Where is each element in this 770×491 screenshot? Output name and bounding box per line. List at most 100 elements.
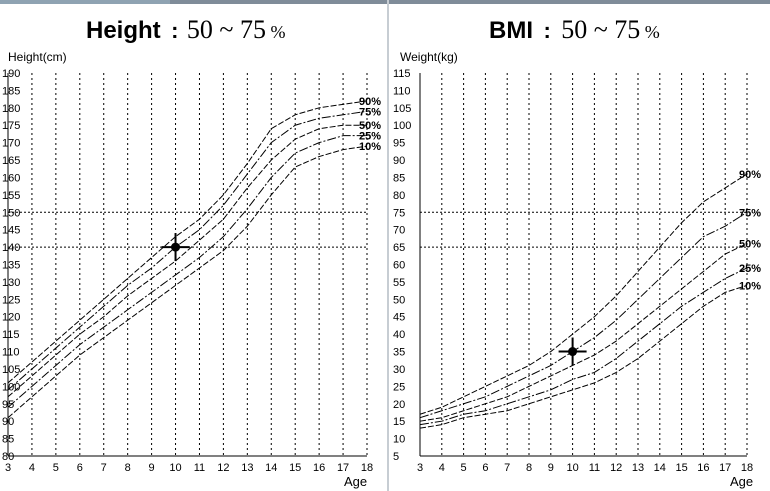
y-tick-label: 125	[2, 294, 20, 306]
y-tick-label: 25	[393, 381, 405, 393]
y-tick-label: 105	[2, 364, 20, 376]
x-axis-label: Age	[344, 474, 367, 489]
y-tick-label: 185	[2, 85, 20, 97]
y-tick-label: 130	[2, 277, 20, 289]
series-label-10pct: 10%	[359, 141, 381, 153]
chart-title-main: BMI	[489, 17, 533, 44]
y-tick-label: 55	[393, 277, 405, 289]
y-tick-label: 40	[393, 329, 405, 341]
chart-title-pct: %	[270, 22, 285, 42]
series-line-75pct	[7, 110, 368, 391]
x-tick-label: 4	[29, 462, 35, 474]
y-tick-label: 180	[2, 103, 20, 115]
y-tick-label: 100	[393, 120, 411, 132]
grid-layer	[419, 73, 748, 457]
x-tick-label: 10	[169, 462, 181, 474]
x-tick-label: 5	[53, 462, 59, 474]
series-line-75pct	[419, 211, 748, 419]
y-tick-label: 190	[2, 68, 20, 80]
y-tick-label: 90	[2, 416, 14, 428]
series-label-25pct: 25%	[359, 131, 381, 143]
x-tick-label: 15	[675, 462, 687, 474]
y-tick-label: 170	[2, 138, 20, 150]
x-tick-label: 16	[697, 462, 709, 474]
y-tick-label: 20	[393, 399, 405, 411]
series-line-90pct	[419, 173, 748, 415]
y-tick-label: 10	[393, 434, 405, 446]
x-tick-label: 14	[265, 462, 277, 474]
x-tick-label: 16	[313, 462, 325, 474]
y-tick-label: 75	[393, 207, 405, 219]
marker-point	[171, 242, 181, 252]
x-tick-label: 7	[504, 462, 510, 474]
y-tick-label: 50	[393, 294, 405, 306]
y-tick-label: 15	[393, 416, 405, 428]
y-tick-label: 60	[393, 260, 405, 272]
y-tick-label: 115	[2, 329, 20, 341]
series-label-50pct: 50%	[739, 239, 761, 251]
x-tick-label: 18	[741, 462, 753, 474]
y-tick-label: 80	[2, 451, 14, 463]
bmi-chart-panel: BMI : 50 ~ 75 % Weight(kg) Age 5 10 15 20 25…	[389, 0, 770, 491]
y-tick-label: 120	[2, 312, 20, 324]
x-tick-label: 6	[482, 462, 488, 474]
x-tick-label: 6	[77, 462, 83, 474]
series-line-90pct	[7, 100, 368, 384]
svg-text:BMI : 50 ~ 75: BMI : 50 ~ 75 %	[489, 15, 660, 44]
y-tick-label: 30	[393, 364, 405, 376]
y-tick-label: 145	[2, 225, 20, 237]
top-strip	[0, 0, 770, 4]
marker-point	[568, 347, 578, 357]
panel-divider	[387, 0, 389, 491]
x-tick-label: 3	[417, 462, 423, 474]
grid-layer	[7, 73, 368, 457]
x-tick-label: 7	[101, 462, 107, 474]
y-tick-label: 95	[2, 399, 14, 411]
series-label-75pct: 75%	[739, 207, 761, 219]
y-tick-label: 140	[2, 242, 20, 254]
x-tick-label: 11	[194, 462, 205, 474]
series-line-10pct	[419, 284, 748, 429]
series-layer	[7, 100, 368, 419]
y-tick-label: 165	[2, 155, 20, 167]
series-line-10pct	[7, 145, 368, 419]
chart-title-sep: :	[171, 18, 178, 43]
y-tick-label: 5	[393, 451, 399, 463]
y-tick-label: 155	[2, 190, 20, 202]
y-axis-label: Height(cm)	[8, 50, 67, 64]
series-label-90pct: 90%	[739, 169, 761, 181]
series-line-25pct	[419, 267, 748, 426]
y-tick-label: 85	[393, 172, 405, 184]
series-line-25pct	[7, 135, 367, 408]
series-label-25pct: 25%	[739, 263, 761, 275]
chart-title-pct: %	[645, 22, 660, 42]
x-tick-label: 9	[149, 462, 155, 474]
x-tick-label: 11	[589, 462, 600, 474]
labels-layer: 5101520253035404550556065707580859095100…	[393, 68, 761, 474]
chart-title-range: 50 ~ 75	[561, 15, 640, 44]
y-tick-label: 85	[2, 434, 14, 446]
x-tick-label: 8	[526, 462, 532, 474]
series-label-10pct: 10%	[739, 280, 761, 292]
x-axis-label: Age	[730, 474, 753, 489]
series-line-50pct	[419, 243, 748, 422]
svg-text:Height : 50 ~ 75: Height : 50 ~ 75 %	[86, 15, 285, 44]
series-label-90pct: 90%	[359, 96, 381, 108]
y-tick-label: 80	[393, 190, 405, 202]
x-tick-label: 15	[289, 462, 301, 474]
y-tick-label: 35	[393, 347, 405, 359]
labels-layer: 8085909510010511011512012513013514014515…	[2, 68, 381, 474]
series-label-75pct: 75%	[359, 106, 381, 118]
y-tick-label: 95	[393, 138, 405, 150]
x-tick-label: 17	[719, 462, 731, 474]
y-tick-label: 135	[2, 260, 20, 272]
x-tick-label: 18	[361, 462, 373, 474]
chart-title-range: 50 ~ 75	[187, 15, 266, 44]
x-tick-label: 8	[125, 462, 131, 474]
x-tick-label: 13	[632, 462, 644, 474]
y-tick-label: 105	[393, 103, 411, 115]
series-line-50pct	[7, 124, 367, 398]
y-tick-label: 100	[2, 381, 20, 393]
y-axis-label: Weight(kg)	[400, 50, 458, 64]
x-tick-label: 9	[548, 462, 554, 474]
